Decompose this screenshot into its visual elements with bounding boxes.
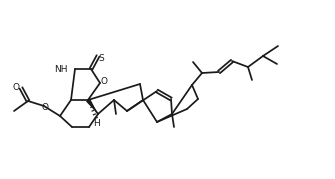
Text: O: O <box>100 76 108 86</box>
Text: O: O <box>12 83 19 91</box>
Text: H: H <box>92 118 99 127</box>
Text: O: O <box>42 103 49 112</box>
Polygon shape <box>86 99 98 114</box>
Text: NH: NH <box>55 64 68 74</box>
Text: S: S <box>98 54 104 62</box>
